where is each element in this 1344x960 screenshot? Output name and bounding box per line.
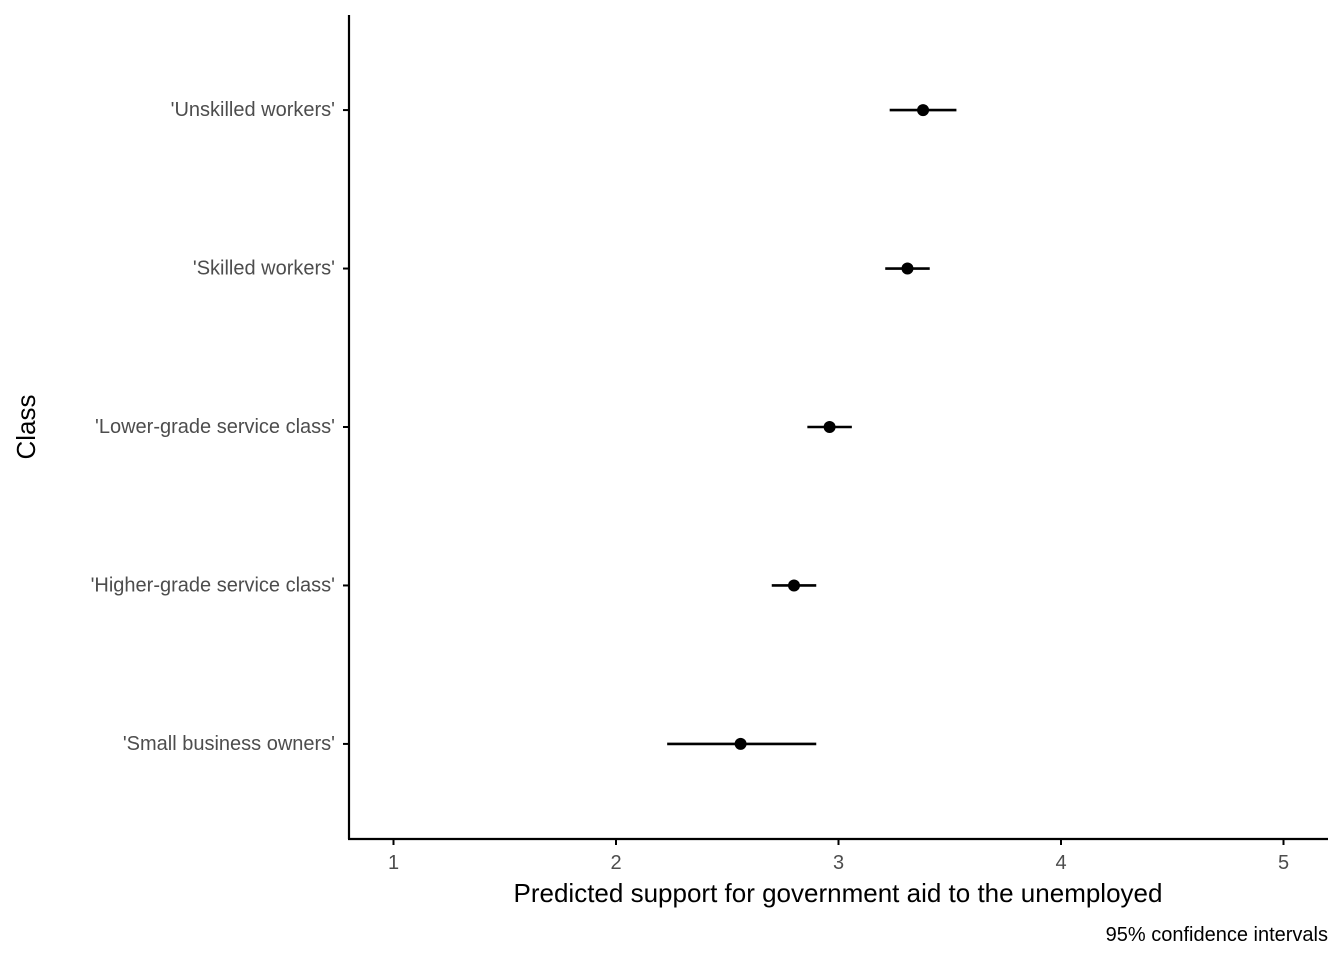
point-estimate [901, 262, 914, 275]
x-tick-label: 2 [610, 852, 621, 874]
x-tick-label: 3 [833, 852, 844, 874]
chart-caption: 95% confidence intervals [1106, 924, 1328, 946]
y-tick-label: 'Higher-grade service class' [91, 574, 335, 596]
point-estimate [788, 579, 800, 592]
x-tick-label: 4 [1055, 852, 1066, 874]
x-tick-label: 1 [388, 852, 399, 874]
y-ticks: 'Small business owners' 'Higher-grade ser… [91, 99, 349, 755]
x-tick-label: 5 [1278, 852, 1289, 874]
x-ticks: 1 2 3 4 5 [388, 839, 1289, 874]
y-tick-label: 'Lower-grade service class' [95, 416, 335, 438]
y-tick-label: 'Small business owners' [123, 733, 335, 755]
y-tick-label: 'Skilled workers' [193, 258, 335, 280]
point-estimate [823, 421, 836, 433]
y-tick-label: 'Unskilled workers' [171, 99, 335, 121]
data-marks [667, 104, 957, 750]
point-estimate [734, 737, 747, 750]
point-estimate [917, 104, 930, 117]
y-axis-title: Class [11, 394, 41, 459]
x-axis-title: Predicted support for government aid to … [514, 878, 1163, 908]
